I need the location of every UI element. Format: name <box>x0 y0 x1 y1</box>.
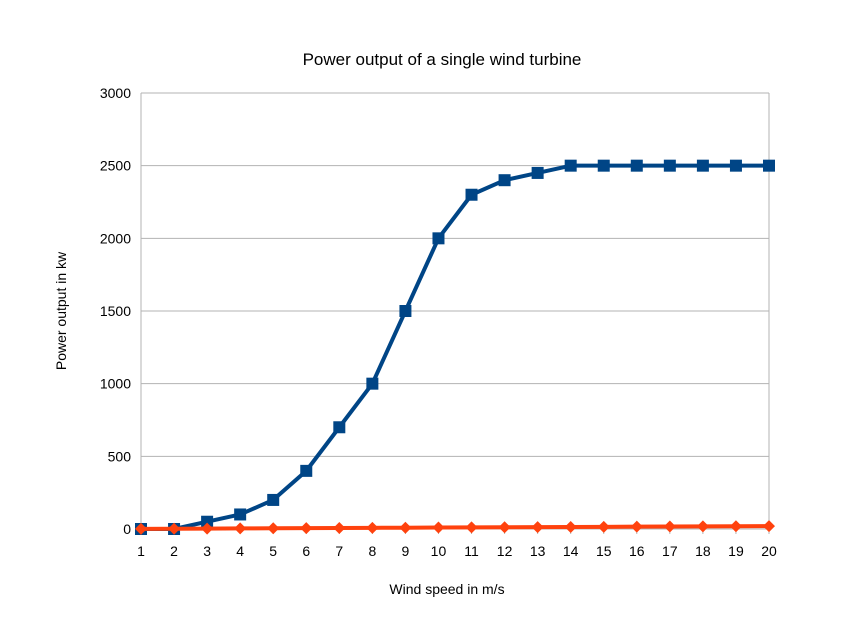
x-tick-label: 16 <box>629 543 645 559</box>
series-2-point <box>663 520 676 533</box>
series-2-point <box>696 520 709 533</box>
series-1-point <box>366 377 379 390</box>
x-tick-label: 2 <box>170 543 178 559</box>
series-2-point <box>135 522 147 535</box>
x-tick-label: 8 <box>368 543 376 559</box>
y-tick-label: 1000 <box>100 376 131 392</box>
y-tick-label: 1500 <box>100 303 131 319</box>
series-1-point <box>432 232 445 245</box>
series-2-point <box>729 520 742 533</box>
series-2-point <box>399 521 412 534</box>
series-1-point <box>763 159 775 172</box>
series-group <box>135 159 775 535</box>
x-tick-label: 1 <box>137 543 145 559</box>
y-tick-label: 3000 <box>100 85 131 101</box>
y-tick-label: 0 <box>123 521 131 537</box>
series-1-point <box>531 166 544 179</box>
y-axis-ticks: 0 500 1000 1500 2000 2500 3000 <box>100 85 131 537</box>
series-line-1 <box>141 163 769 531</box>
series-2-point <box>531 521 544 534</box>
series-1-point <box>696 159 709 172</box>
x-tick-label: 10 <box>431 543 447 559</box>
series-1-point <box>399 305 412 317</box>
series-2-point <box>201 522 214 535</box>
series-2-point <box>498 521 511 534</box>
chart-title: Power output of a single wind turbine <box>303 50 582 69</box>
x-tick-label: 11 <box>464 543 479 559</box>
x-tick-label: 15 <box>596 543 612 559</box>
series-2-point <box>465 521 478 534</box>
series-2-point <box>300 522 313 535</box>
series-2-point <box>763 520 775 533</box>
grid-lines <box>140 92 770 530</box>
series-1-point <box>663 159 676 172</box>
series-2-point <box>168 522 181 535</box>
x-tick-label: 4 <box>236 543 244 559</box>
series-2-point <box>267 522 280 535</box>
series-2-point <box>564 520 577 533</box>
x-tick-label: 14 <box>563 543 579 559</box>
series-2-point <box>630 520 643 533</box>
x-tick-label: 3 <box>203 543 211 559</box>
x-tick-label: 20 <box>761 543 777 559</box>
series-2-point <box>366 521 379 534</box>
series-2-point <box>333 521 346 534</box>
series-1-point <box>201 515 214 528</box>
y-tick-label: 2000 <box>100 230 131 246</box>
x-tick-label: 17 <box>662 543 678 559</box>
x-tick-label: 12 <box>497 543 513 559</box>
series-1-point <box>234 508 247 521</box>
series-2-point <box>432 521 445 534</box>
series-1-point <box>597 159 610 172</box>
series-1-point <box>267 493 280 506</box>
series-2-point <box>234 522 247 535</box>
x-axis-label: Wind speed in m/s <box>389 581 504 597</box>
y-tick-label: 2500 <box>100 158 131 174</box>
series-1-point <box>729 159 742 172</box>
series-1-point <box>630 159 643 172</box>
series-1-point <box>564 159 577 172</box>
x-tick-label: 5 <box>269 543 277 559</box>
series-2-point <box>597 520 610 533</box>
series-1-point <box>333 421 346 434</box>
y-axis-label: Power output in kw <box>53 251 69 370</box>
x-tick-label: 19 <box>728 543 744 559</box>
x-axis-ticks: 1 2 3 4 5 6 7 8 9 10 11 12 13 14 15 16 17 18 19 20 <box>137 529 777 559</box>
series-1-point <box>300 464 313 477</box>
x-tick-label: 9 <box>402 543 410 559</box>
series-1-point <box>465 188 478 201</box>
x-tick-label: 13 <box>530 543 546 559</box>
series-1-point <box>498 174 511 187</box>
x-tick-label: 18 <box>695 543 711 559</box>
x-tick-label: 7 <box>335 543 343 559</box>
y-tick-label: 500 <box>108 448 132 464</box>
x-tick-label: 6 <box>302 543 310 559</box>
